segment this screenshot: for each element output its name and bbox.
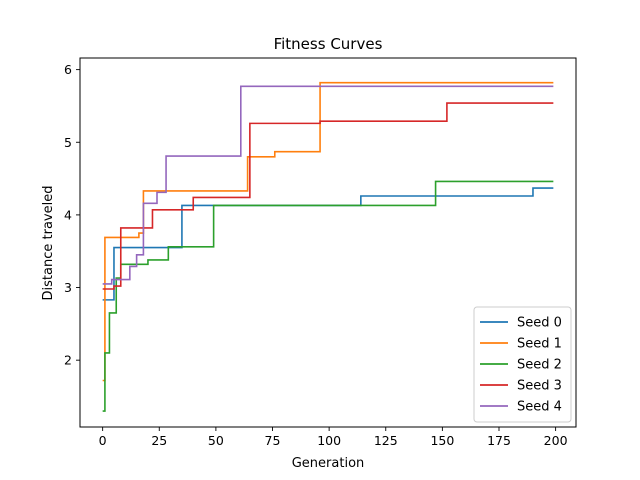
series-line-seed-2 <box>102 180 554 412</box>
x-tick-label: 125 <box>374 433 398 448</box>
x-tick-label: 50 <box>208 433 224 448</box>
y-axis: 2 3 4 5 6 <box>64 62 80 368</box>
legend-label-seed-0: Seed 0 <box>517 316 562 331</box>
legend-box <box>473 306 572 423</box>
legend-label-seed-4: Seed 4 <box>517 400 562 415</box>
y-tick-label: 5 <box>64 135 72 150</box>
x-tick-label: 175 <box>487 433 511 448</box>
legend-label-seed-1: Seed 1 <box>517 337 562 352</box>
legend-label-seed-3: Seed 3 <box>517 379 562 394</box>
series-line-seed-1 <box>102 81 554 382</box>
x-tick-label: 0 <box>99 433 107 448</box>
series-line-seed-4 <box>102 85 554 285</box>
y-tick-label: 6 <box>64 62 72 77</box>
x-tick-label: 200 <box>544 433 568 448</box>
x-tick-label: 150 <box>430 433 454 448</box>
series-line-seed-3 <box>102 102 554 290</box>
x-axis-title: Generation <box>292 456 365 471</box>
x-tick-label: 25 <box>151 433 167 448</box>
plot-frame <box>79 57 577 428</box>
legend-label-seed-2: Seed 2 <box>517 358 562 373</box>
y-tick-label: 2 <box>64 353 72 368</box>
x-axis: 0 25 50 75 100 125 150 175 200 <box>99 427 568 448</box>
chart-title: Fitness Curves <box>274 35 383 53</box>
legend: Seed 0 Seed 1 Seed 2 Seed 3 Seed 4 <box>473 306 572 423</box>
x-tick-label: 100 <box>317 433 341 448</box>
y-tick-label: 3 <box>64 280 72 295</box>
y-axis-title: Distance traveled <box>41 186 56 301</box>
y-tick-label: 4 <box>64 207 72 222</box>
plot-series-group <box>102 81 554 412</box>
x-tick-label: 75 <box>265 433 281 448</box>
